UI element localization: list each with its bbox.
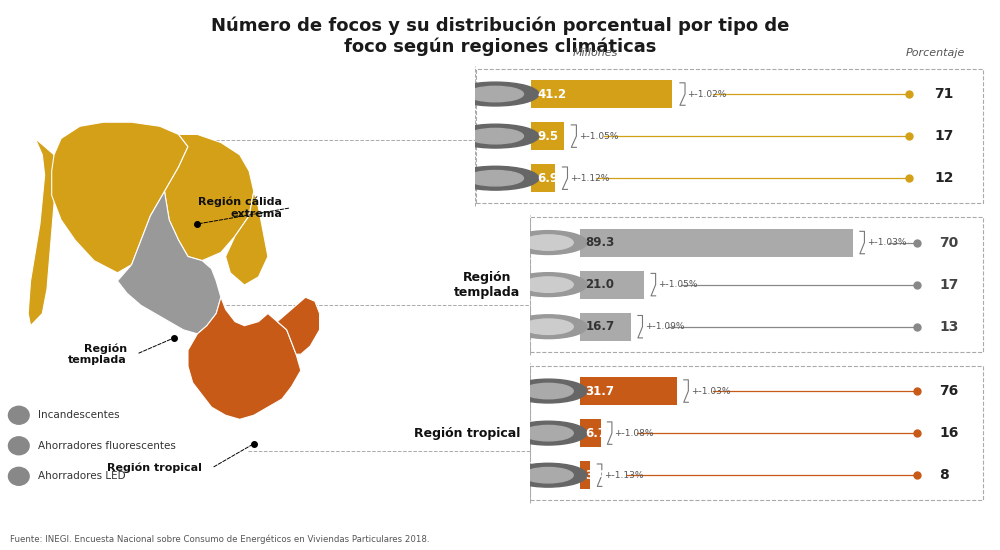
Circle shape [510, 421, 587, 445]
Circle shape [452, 124, 539, 148]
Circle shape [510, 463, 587, 487]
Polygon shape [118, 191, 221, 334]
Text: +-1.03%: +-1.03% [867, 238, 906, 247]
Circle shape [510, 273, 587, 296]
Circle shape [510, 230, 587, 255]
Text: 6.7: 6.7 [586, 427, 607, 439]
Text: Número de focos y su distribución porcentual por tipo de
foco según regiones cli: Número de focos y su distribución porcen… [211, 16, 789, 57]
Text: +-1.12%: +-1.12% [570, 174, 609, 183]
Circle shape [523, 319, 573, 334]
Text: Ahorradores LED: Ahorradores LED [38, 471, 125, 481]
FancyBboxPatch shape [580, 312, 631, 340]
Text: 16.7: 16.7 [586, 320, 615, 333]
Text: 76: 76 [940, 384, 959, 398]
Text: 31.7: 31.7 [586, 384, 615, 398]
Polygon shape [28, 139, 56, 326]
Polygon shape [226, 191, 268, 285]
Text: Región tropical: Región tropical [414, 427, 520, 439]
Text: Región
templada: Región templada [68, 343, 127, 365]
Circle shape [510, 379, 587, 403]
Polygon shape [277, 297, 320, 354]
Text: 12: 12 [934, 171, 954, 185]
Text: 9.5: 9.5 [537, 130, 558, 142]
FancyBboxPatch shape [580, 377, 677, 405]
Text: 41.2: 41.2 [537, 87, 566, 101]
Text: +-1.05%: +-1.05% [658, 280, 697, 289]
FancyBboxPatch shape [531, 80, 672, 108]
FancyBboxPatch shape [531, 164, 555, 192]
FancyBboxPatch shape [580, 271, 644, 299]
Text: +-1.09%: +-1.09% [645, 322, 684, 331]
FancyBboxPatch shape [580, 419, 601, 447]
Circle shape [8, 468, 29, 485]
Text: 89.3: 89.3 [586, 236, 615, 249]
Text: Fuente: INEGI. Encuesta Nacional sobre Consumo de Energéticos en Viviendas Parti: Fuente: INEGI. Encuesta Nacional sobre C… [10, 535, 430, 544]
Circle shape [452, 82, 539, 106]
Text: 8: 8 [940, 468, 949, 482]
Text: +-1.08%: +-1.08% [614, 428, 654, 438]
Text: 13: 13 [940, 320, 959, 334]
Circle shape [467, 128, 523, 144]
Text: +-1.03%: +-1.03% [691, 387, 730, 395]
Polygon shape [52, 122, 188, 273]
Text: Región cálida
extrema: Región cálida extrema [198, 197, 282, 219]
Text: 71: 71 [934, 87, 953, 101]
Circle shape [510, 315, 587, 339]
Text: +-1.13%: +-1.13% [604, 471, 644, 480]
Text: Porcentaje: Porcentaje [905, 48, 965, 58]
Circle shape [523, 425, 573, 441]
Polygon shape [164, 134, 254, 261]
Text: +-1.05%: +-1.05% [579, 131, 618, 141]
Circle shape [523, 383, 573, 399]
Text: +-1.02%: +-1.02% [688, 90, 727, 98]
Circle shape [8, 437, 29, 455]
Text: 21.0: 21.0 [586, 278, 615, 291]
Circle shape [467, 170, 523, 186]
Circle shape [523, 277, 573, 293]
Polygon shape [188, 297, 301, 419]
FancyBboxPatch shape [580, 461, 590, 490]
Text: Incandescentes: Incandescentes [38, 410, 119, 420]
Circle shape [8, 406, 29, 424]
Text: 3.4: 3.4 [586, 469, 607, 482]
Text: Millones: Millones [572, 48, 618, 58]
Text: 17: 17 [940, 278, 959, 292]
Text: 17: 17 [934, 129, 953, 143]
Circle shape [467, 86, 523, 102]
Text: 16: 16 [940, 426, 959, 440]
Text: Ahorradores fluorescentes: Ahorradores fluorescentes [38, 441, 175, 451]
Text: Región
templada: Región templada [454, 271, 520, 299]
FancyBboxPatch shape [531, 122, 564, 150]
Circle shape [452, 166, 539, 190]
Circle shape [523, 468, 573, 483]
Text: 6.9: 6.9 [537, 172, 558, 185]
Circle shape [523, 235, 573, 250]
FancyBboxPatch shape [580, 229, 853, 256]
Text: Región tropical: Región tropical [107, 463, 202, 474]
Text: 70: 70 [940, 235, 959, 250]
